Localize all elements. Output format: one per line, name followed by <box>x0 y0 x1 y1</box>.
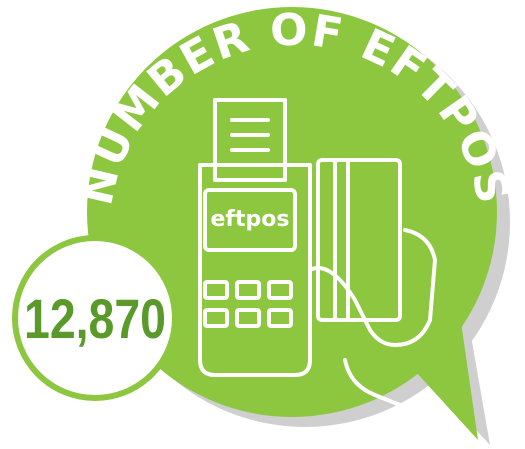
eftpos-icon <box>198 98 437 407</box>
bubble <box>87 7 497 440</box>
logo-text: eftpos <box>211 207 290 232</box>
value-circle <box>12 235 178 401</box>
value: 12,870 <box>24 287 166 350</box>
